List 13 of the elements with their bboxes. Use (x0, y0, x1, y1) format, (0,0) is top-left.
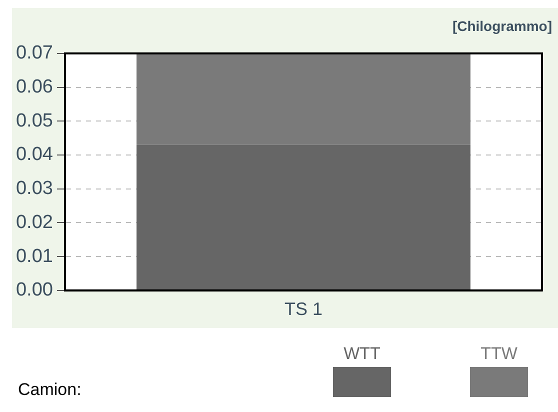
y-axis-title: [Chilogrammo] (452, 18, 552, 34)
x-tick-label: TS 1 (284, 299, 322, 320)
y-tick-label: 0.05 (16, 110, 53, 132)
y-tick-label: 0.03 (16, 178, 53, 200)
y-tick-label: 0.01 (16, 246, 53, 267)
y-tick-label: 0.07 (16, 42, 53, 64)
y-tick-label: 0.00 (16, 280, 53, 301)
legend-title: Camion: (18, 380, 82, 400)
y-tick-label: 0.04 (16, 144, 54, 166)
y-tick-label: 0.02 (16, 212, 53, 233)
text: WTT (342, 344, 382, 364)
text: TTW (480, 344, 518, 364)
y-tick-label: 0.06 (16, 76, 53, 98)
